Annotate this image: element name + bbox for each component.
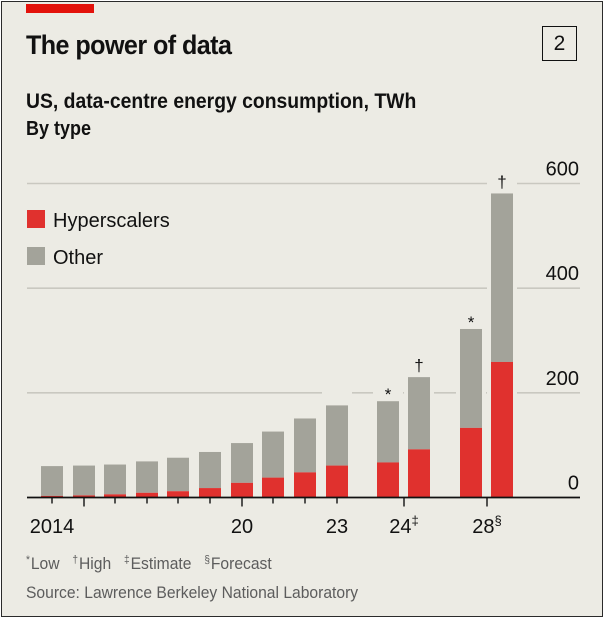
source-note: Source: Lawrence Berkeley National Labor…: [26, 583, 359, 602]
x-tick-label-2024: 24‡: [389, 513, 418, 538]
bar-other-2015: [73, 465, 95, 496]
bar-other-2017: [136, 461, 158, 493]
bar-hyperscalers-2023: [326, 465, 348, 498]
bar-hyperscalers-2028-high: [491, 361, 513, 498]
footnote-high: †High: [72, 554, 112, 573]
x-axis: [27, 496, 580, 507]
bar-hyperscalers-2024-low: [377, 462, 399, 498]
y-tick-label-200: 200: [546, 368, 579, 390]
bar-hyperscalers-2022: [294, 472, 316, 498]
brand-red-bar: [26, 4, 94, 13]
bar-other-2016: [104, 464, 126, 495]
bar-hyperscalers-2021: [262, 477, 284, 498]
y-axis-labels: 0 200 400 600: [546, 159, 579, 495]
x-tick-label-2028: 28§: [472, 513, 501, 538]
x-axis-labels: 2014 20 23 24‡ 28§: [30, 513, 502, 538]
bar-other-2024-low: [377, 401, 399, 463]
y-tick-label-600: 600: [546, 159, 579, 181]
chart-number-badge: 2: [542, 26, 577, 61]
bar-other-2028-high: [491, 193, 513, 362]
legend-label-other: Other: [53, 247, 103, 269]
bar-hyperscalers-2018: [167, 491, 189, 498]
bar-other-2014: [41, 466, 63, 496]
bar-other-2019: [199, 451, 221, 489]
bar-markers: * † * †: [385, 172, 507, 404]
legend: Hyperscalers Other: [27, 210, 170, 269]
legend-swatch-hyperscalers: [27, 210, 45, 228]
bar-other-2022: [294, 418, 316, 473]
bar-marker: *: [385, 385, 392, 404]
bar-hyperscalers-2016: [104, 494, 126, 498]
bar-hyperscalers-2024-high: [408, 449, 430, 498]
chart-subsubtitle: By type: [26, 118, 92, 140]
x-tick-label-2020: 20: [231, 516, 253, 538]
y-tick-label-400: 400: [546, 263, 579, 285]
bar-hyperscalers-2019: [199, 488, 221, 498]
bar-marker: †: [414, 356, 423, 375]
legend-swatch-other: [27, 247, 45, 265]
bar-hyperscalers-2015: [73, 495, 95, 498]
bar-other-2023: [326, 405, 348, 466]
legend-label-hyperscalers: Hyperscalers: [53, 210, 170, 232]
footnote-estimate: ‡Estimate: [124, 554, 192, 573]
footnote-low: *Low: [26, 554, 60, 573]
x-tick-label-2014: 2014: [30, 516, 75, 538]
bar-marker: †: [497, 172, 506, 191]
y-tick-label-0: 0: [568, 473, 579, 495]
bars: [37, 171, 517, 498]
bar-other-2021: [262, 431, 284, 478]
footnotes: *Low †High ‡Estimate §Forecast: [26, 554, 285, 574]
chart-title: The power of data: [26, 30, 232, 60]
x-tick-label-2023: 23: [326, 516, 348, 538]
bar-hyperscalers-2028-low: [460, 427, 482, 498]
chart-subtitle: US, data-centre energy consumption, TWh: [26, 89, 417, 113]
bar-hyperscalers-2020: [231, 482, 253, 498]
bar-marker: *: [468, 313, 475, 332]
bar-other-2024-high: [408, 377, 430, 450]
bar-hyperscalers-2017: [136, 492, 158, 498]
bar-other-2020: [231, 443, 253, 483]
bar-other-2018: [167, 457, 189, 492]
bar-other-2028-low: [460, 328, 482, 428]
footnote-forecast: §Forecast: [204, 554, 272, 573]
